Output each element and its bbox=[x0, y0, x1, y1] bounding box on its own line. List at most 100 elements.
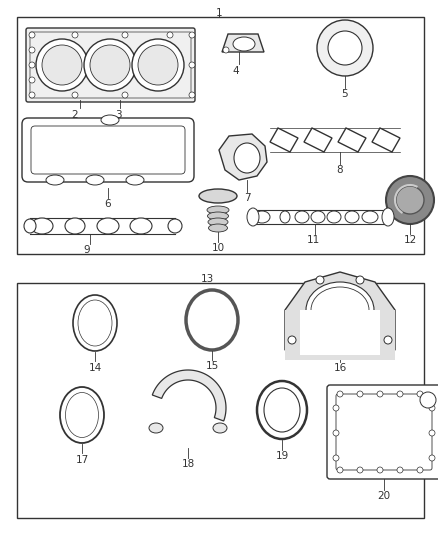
FancyBboxPatch shape bbox=[30, 32, 191, 98]
Ellipse shape bbox=[186, 290, 238, 350]
Text: 19: 19 bbox=[276, 451, 289, 461]
Ellipse shape bbox=[247, 208, 259, 226]
Bar bbox=[17, 17, 424, 254]
Circle shape bbox=[333, 455, 339, 461]
Ellipse shape bbox=[86, 175, 104, 185]
Text: 8: 8 bbox=[337, 165, 343, 175]
Text: 13: 13 bbox=[200, 274, 214, 284]
Circle shape bbox=[328, 31, 362, 65]
Circle shape bbox=[420, 392, 436, 408]
Circle shape bbox=[357, 391, 363, 397]
Circle shape bbox=[29, 77, 35, 83]
Circle shape bbox=[429, 430, 435, 436]
Ellipse shape bbox=[208, 224, 227, 232]
Circle shape bbox=[72, 92, 78, 98]
Circle shape bbox=[429, 405, 435, 411]
Bar bbox=[300, 310, 380, 355]
Circle shape bbox=[377, 391, 383, 397]
Text: 16: 16 bbox=[333, 363, 346, 373]
Text: 3: 3 bbox=[115, 110, 121, 120]
Ellipse shape bbox=[199, 189, 237, 203]
Circle shape bbox=[122, 92, 128, 98]
Polygon shape bbox=[219, 134, 267, 180]
Polygon shape bbox=[270, 128, 298, 152]
Polygon shape bbox=[338, 128, 366, 152]
Polygon shape bbox=[304, 128, 332, 152]
Circle shape bbox=[417, 391, 423, 397]
Circle shape bbox=[84, 39, 136, 91]
Circle shape bbox=[397, 467, 403, 473]
Ellipse shape bbox=[257, 381, 307, 439]
Circle shape bbox=[90, 45, 130, 85]
Polygon shape bbox=[222, 34, 264, 52]
Circle shape bbox=[396, 186, 424, 214]
Circle shape bbox=[189, 92, 195, 98]
Text: 2: 2 bbox=[72, 110, 78, 120]
Circle shape bbox=[29, 62, 35, 68]
FancyBboxPatch shape bbox=[31, 126, 185, 174]
Circle shape bbox=[29, 92, 35, 98]
Ellipse shape bbox=[101, 115, 119, 125]
Ellipse shape bbox=[31, 218, 53, 234]
Text: 7: 7 bbox=[244, 193, 250, 203]
Circle shape bbox=[337, 391, 343, 397]
Text: 1: 1 bbox=[215, 8, 223, 18]
Circle shape bbox=[223, 47, 229, 53]
Ellipse shape bbox=[66, 392, 99, 438]
Ellipse shape bbox=[280, 211, 290, 223]
Circle shape bbox=[36, 39, 88, 91]
Text: 18: 18 bbox=[181, 459, 194, 469]
Text: 5: 5 bbox=[342, 89, 348, 99]
Polygon shape bbox=[152, 370, 226, 421]
Ellipse shape bbox=[60, 387, 104, 443]
Circle shape bbox=[29, 47, 35, 53]
Text: 6: 6 bbox=[105, 199, 111, 209]
Circle shape bbox=[288, 336, 296, 344]
Ellipse shape bbox=[382, 208, 394, 226]
Ellipse shape bbox=[213, 423, 227, 433]
Ellipse shape bbox=[207, 206, 229, 214]
Ellipse shape bbox=[73, 295, 117, 351]
Ellipse shape bbox=[345, 211, 359, 223]
Ellipse shape bbox=[234, 143, 260, 173]
Ellipse shape bbox=[208, 212, 229, 220]
Ellipse shape bbox=[311, 287, 369, 333]
Ellipse shape bbox=[311, 211, 325, 223]
Circle shape bbox=[357, 467, 363, 473]
Text: 14: 14 bbox=[88, 363, 102, 373]
Circle shape bbox=[189, 32, 195, 38]
Text: 17: 17 bbox=[75, 455, 88, 465]
Circle shape bbox=[167, 32, 173, 38]
Circle shape bbox=[337, 467, 343, 473]
Circle shape bbox=[72, 32, 78, 38]
Ellipse shape bbox=[130, 218, 152, 234]
Circle shape bbox=[333, 405, 339, 411]
Ellipse shape bbox=[254, 211, 270, 223]
Circle shape bbox=[138, 45, 178, 85]
Polygon shape bbox=[285, 272, 395, 350]
Bar bbox=[17, 283, 424, 518]
Ellipse shape bbox=[65, 218, 85, 234]
Circle shape bbox=[356, 276, 364, 284]
Text: 10: 10 bbox=[212, 243, 225, 253]
Circle shape bbox=[29, 32, 35, 38]
Circle shape bbox=[429, 455, 435, 461]
Ellipse shape bbox=[362, 211, 378, 223]
Bar bbox=[285, 310, 395, 360]
Circle shape bbox=[333, 430, 339, 436]
Ellipse shape bbox=[233, 37, 255, 51]
Text: 4: 4 bbox=[233, 66, 239, 76]
FancyBboxPatch shape bbox=[336, 394, 432, 470]
FancyBboxPatch shape bbox=[22, 118, 194, 182]
Circle shape bbox=[386, 176, 434, 224]
Circle shape bbox=[377, 467, 383, 473]
Ellipse shape bbox=[327, 211, 341, 223]
Ellipse shape bbox=[306, 282, 374, 338]
Polygon shape bbox=[372, 128, 400, 152]
Text: 11: 11 bbox=[306, 235, 320, 245]
Ellipse shape bbox=[168, 219, 182, 233]
Ellipse shape bbox=[97, 218, 119, 234]
Ellipse shape bbox=[149, 423, 163, 433]
Ellipse shape bbox=[295, 211, 309, 223]
Ellipse shape bbox=[78, 300, 112, 346]
